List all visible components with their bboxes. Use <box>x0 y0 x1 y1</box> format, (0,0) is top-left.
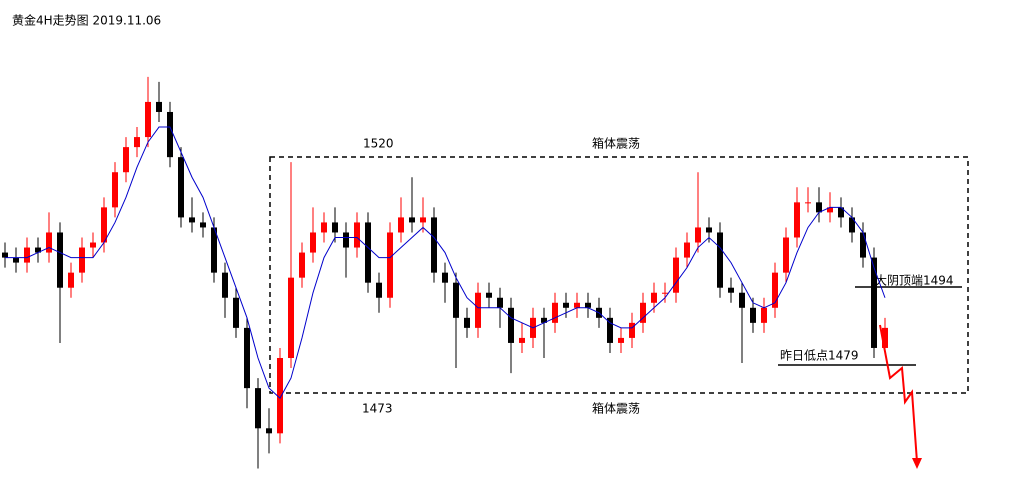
candle-body <box>772 272 778 308</box>
candle-body <box>684 242 690 258</box>
candle-body <box>706 227 712 233</box>
candle-body <box>783 237 789 273</box>
annotation: 箱体震荡 <box>592 401 640 416</box>
candle-body <box>838 207 844 218</box>
candle-body <box>816 202 822 213</box>
candle-body <box>574 302 580 308</box>
candle-body <box>849 217 855 233</box>
candle-body <box>497 297 503 308</box>
candle-body <box>79 247 85 273</box>
candle-body <box>24 247 30 263</box>
candle-body <box>398 217 404 233</box>
candle-body <box>189 217 195 223</box>
candle-body <box>475 292 481 328</box>
candle-body <box>321 222 327 233</box>
candle-body <box>332 222 338 233</box>
range-box <box>269 156 969 394</box>
candle-body <box>2 252 8 258</box>
candle-body <box>794 202 800 238</box>
annotation: 箱体震荡 <box>592 136 640 151</box>
candle-body <box>552 302 558 323</box>
candle-body <box>805 202 811 204</box>
candle-body <box>717 232 723 288</box>
candle-body <box>486 292 492 298</box>
candle-body <box>739 292 745 308</box>
candle-body <box>277 358 283 434</box>
candle-body <box>299 252 305 278</box>
candle-body <box>464 317 470 328</box>
candle-body <box>376 282 382 298</box>
candle-body <box>200 222 206 228</box>
candle-body <box>222 272 228 298</box>
moving-average <box>5 126 886 399</box>
candle-body <box>871 257 877 348</box>
candle-body <box>123 147 129 173</box>
candle-body <box>178 157 184 218</box>
candle-body <box>453 282 459 318</box>
candle-body <box>354 222 360 248</box>
candle-body <box>145 101 151 138</box>
candle-body <box>310 232 316 253</box>
candle-body <box>860 232 866 258</box>
candle-body <box>387 232 393 298</box>
candle-body <box>728 287 734 293</box>
candle-body <box>618 337 624 343</box>
candle-body <box>673 257 679 293</box>
candle-body <box>46 232 52 253</box>
candle-body <box>167 111 173 158</box>
candle-body <box>695 227 701 243</box>
candle-body <box>519 337 525 343</box>
candle-body <box>233 297 239 328</box>
candle-body <box>651 292 657 303</box>
candle-body <box>68 272 74 288</box>
candle-body <box>365 222 371 283</box>
candle-body <box>343 232 349 248</box>
candle-body <box>244 327 250 389</box>
candle-body <box>563 302 569 308</box>
candle-body <box>57 232 63 288</box>
candle-body <box>585 302 591 308</box>
candle-body <box>508 307 514 343</box>
candle-body <box>112 172 118 208</box>
candle-body <box>90 242 96 248</box>
candle-body <box>431 217 437 273</box>
candle-body <box>266 428 272 434</box>
candle-body <box>629 322 635 338</box>
annotation: 1520 <box>363 137 394 151</box>
candle-body <box>288 277 294 359</box>
candle-body <box>442 272 448 283</box>
annotation: 昨日低点1479 <box>780 349 859 363</box>
candle-body <box>101 207 107 243</box>
candle-body <box>13 257 19 263</box>
candle-body <box>156 101 162 112</box>
candle-body <box>750 307 756 323</box>
candle-body <box>640 302 646 323</box>
candle-body <box>607 317 613 343</box>
candle-body <box>409 217 415 223</box>
forecast-arrow <box>879 324 918 463</box>
candle-body <box>541 317 547 323</box>
candle-body <box>827 207 833 213</box>
candle-body <box>420 217 426 223</box>
annotation: 1473 <box>362 402 393 416</box>
candle-body <box>35 247 41 253</box>
candle-body <box>761 307 767 323</box>
candle-body <box>255 388 261 429</box>
candle-body <box>882 327 888 348</box>
candle-body <box>134 137 140 148</box>
annotation: 大阴顶端1494 <box>875 274 954 288</box>
candle-body <box>211 227 217 273</box>
arrow-head <box>912 458 922 469</box>
chart-title: 黄金4H走势图 2019.11.06 <box>12 13 161 28</box>
candle-body <box>662 292 668 294</box>
